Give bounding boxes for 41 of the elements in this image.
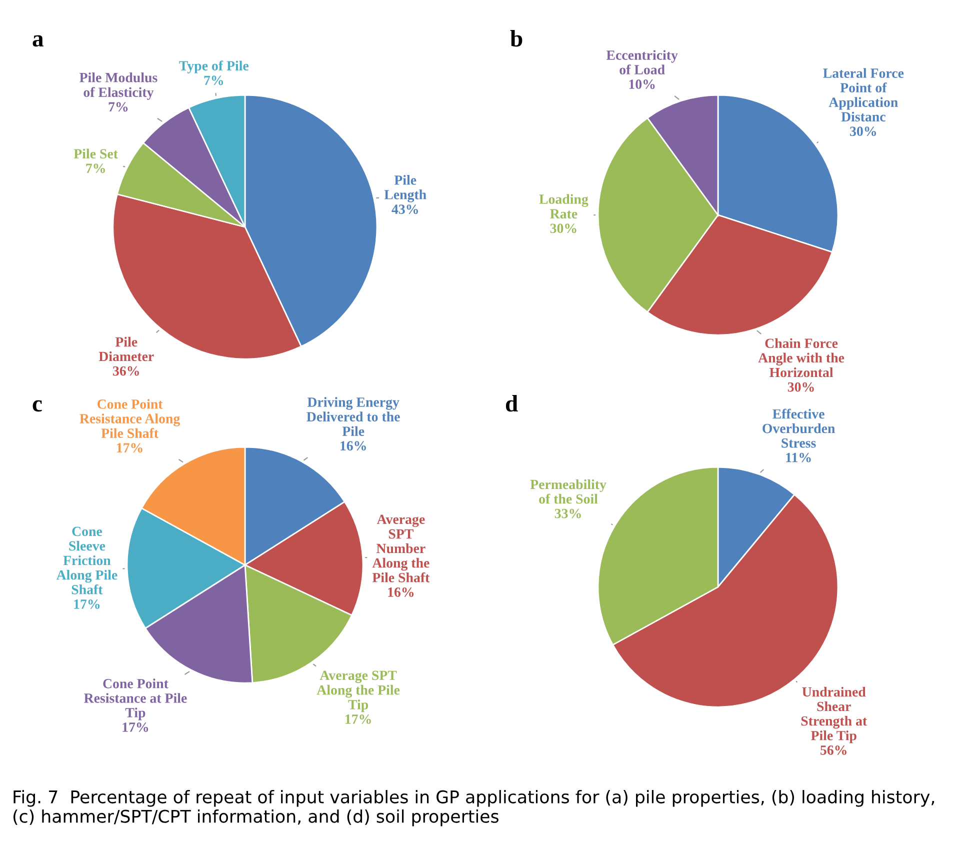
slice-label: Pile Set (74, 148, 118, 158)
data-label: 17% (117, 443, 142, 453)
data-label: 7% (204, 76, 224, 86)
data-label: 30% (550, 224, 576, 234)
data-label: 16% (340, 441, 366, 451)
chart-title: c (32, 400, 42, 412)
chart-title: a (32, 35, 44, 47)
slice-label: Type of Pile (179, 60, 249, 74)
slice-label: Cone Point Resistance at Pile Tip (84, 678, 187, 720)
data-label: 17% (74, 599, 100, 609)
data-label: 11% (786, 452, 811, 462)
slice-label: Eccentricity of Load (606, 50, 678, 74)
data-label: 17% (346, 714, 371, 724)
slice-label: Undrained Shear Strength at Pile Tip (801, 686, 868, 744)
data-label: 33% (554, 508, 581, 518)
data-label: 43% (392, 204, 418, 214)
chart-title: b (510, 30, 522, 47)
slice-label: Permeability of the Soil (530, 479, 606, 504)
slice-label: Average SPT Number Along the Pile Shaft (372, 514, 430, 582)
slice-label: Average SPT Along the Pile Tip (316, 670, 400, 712)
slice-label: Cone Sleeve Friction Along Pile Shaft (56, 526, 118, 594)
caption: Fig. 7 Percentage of repeat of input variables in GP applications for (a) pile properties, (b) loading history, (c) hammer/SPT/CPT information, and (d) soil properties (13, 790, 934, 826)
slice-label: Pile Diameter (98, 336, 154, 362)
slice-label: Chain Force Angle with the Horizontal (758, 338, 844, 378)
slice-label: Pile Length (384, 175, 426, 202)
data-label: 56% (820, 745, 846, 755)
slice-label: Effective Overburden Stress (762, 408, 835, 448)
data-label: 17% (122, 722, 148, 732)
slice-label: Lateral Force Point of Application Distanc (823, 68, 904, 122)
data-label: 10% (629, 80, 655, 89)
data-label: 30% (850, 126, 876, 136)
data-label: 36% (113, 366, 139, 376)
slice-label: Driving Energy Delivered to the Pile (306, 397, 400, 436)
data-label: 7% (86, 164, 105, 174)
data-label: 30% (788, 382, 814, 392)
data-label: 16% (388, 587, 414, 597)
slice-label: Pile Modulus of Elasticity (80, 72, 158, 100)
slice-label: Loading Rate (539, 194, 588, 219)
chart-title: d (506, 395, 518, 412)
slice-label: Cone Point Resistance Along Pile Shaft (80, 399, 180, 438)
data-label: 7% (108, 102, 128, 112)
